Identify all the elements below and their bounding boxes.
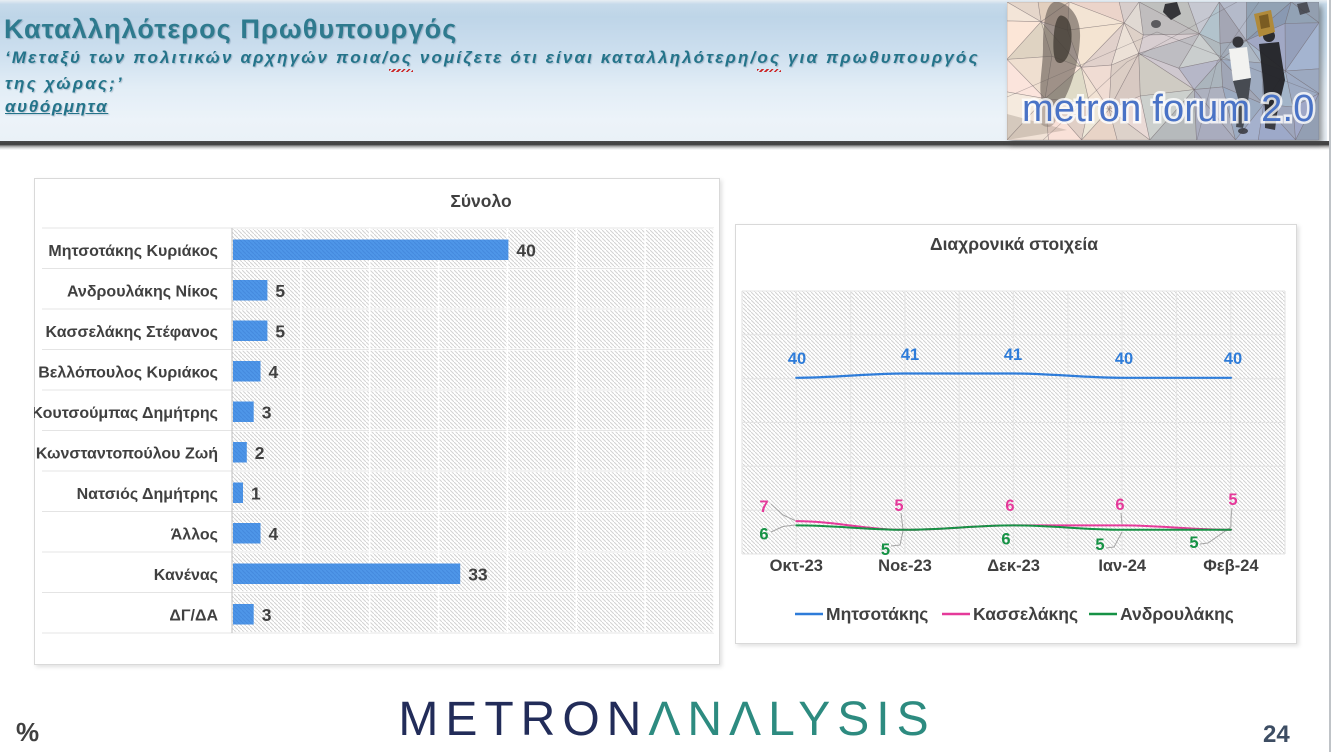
svg-text:5: 5 bbox=[1228, 491, 1237, 509]
svg-text:6: 6 bbox=[1001, 531, 1010, 549]
svg-text:Κασσελάκης: Κασσελάκης bbox=[973, 604, 1078, 624]
svg-text:Ανδρουλάκης: Ανδρουλάκης bbox=[1120, 604, 1234, 624]
svg-text:41: 41 bbox=[901, 346, 919, 364]
svg-text:4: 4 bbox=[269, 524, 279, 544]
svg-text:4: 4 bbox=[269, 362, 279, 382]
svg-text:5: 5 bbox=[275, 281, 285, 301]
svg-text:Βελλόπουλος Κυριάκος: Βελλόπουλος Κυριάκος bbox=[38, 364, 218, 381]
svg-text:6: 6 bbox=[759, 526, 768, 544]
svg-text:Σύνολο: Σύνολο bbox=[450, 191, 511, 211]
svg-text:3: 3 bbox=[262, 605, 272, 625]
svg-text:3: 3 bbox=[262, 402, 272, 422]
svg-text:Δεκ-23: Δεκ-23 bbox=[987, 557, 1040, 575]
svg-text:Μητσοτάκης: Μητσοτάκης bbox=[826, 604, 928, 624]
svg-text:Ανδρουλάκης Νίκος: Ανδρουλάκης Νίκος bbox=[67, 283, 218, 300]
svg-text:Νοε-23: Νοε-23 bbox=[878, 557, 932, 575]
svg-text:5: 5 bbox=[894, 497, 903, 515]
svg-text:40: 40 bbox=[788, 350, 806, 368]
svg-text:Κανένας: Κανένας bbox=[154, 567, 218, 584]
svg-text:Ιαν-24: Ιαν-24 bbox=[1098, 557, 1147, 575]
svg-text:5: 5 bbox=[1189, 534, 1198, 552]
svg-text:Φεβ-24: Φεβ-24 bbox=[1203, 557, 1259, 575]
svg-text:40: 40 bbox=[516, 240, 536, 260]
svg-text:6: 6 bbox=[1115, 496, 1124, 514]
svg-text:Άλλος: Άλλος bbox=[171, 526, 218, 543]
svg-text:40: 40 bbox=[1224, 350, 1242, 368]
svg-text:1: 1 bbox=[251, 483, 261, 503]
svg-text:Νατσιός Δημήτρης: Νατσιός Δημήτρης bbox=[77, 486, 218, 503]
svg-text:2: 2 bbox=[255, 443, 265, 463]
svg-text:metron forum 2.0: metron forum 2.0 bbox=[1022, 88, 1315, 130]
svg-text:Μητσοτάκης Κυριάκος: Μητσοτάκης Κυριάκος bbox=[48, 243, 218, 260]
svg-text:6: 6 bbox=[1005, 497, 1014, 515]
svg-text:Κουτσούμπας Δημήτρης: Κουτσούμπας Δημήτρης bbox=[34, 405, 218, 422]
svg-text:33: 33 bbox=[468, 564, 488, 584]
svg-text:5: 5 bbox=[275, 321, 285, 341]
svg-text:Οκτ-23: Οκτ-23 bbox=[770, 557, 823, 575]
svg-text:7: 7 bbox=[759, 498, 768, 516]
svg-text:5: 5 bbox=[1095, 536, 1104, 554]
svg-text:41: 41 bbox=[1004, 346, 1022, 364]
svg-text:Κωνσταντοπούλου Ζωή: Κωνσταντοπούλου Ζωή bbox=[36, 445, 218, 462]
svg-text:Διαχρονικά στοιχεία: Διαχρονικά στοιχεία bbox=[930, 234, 1098, 254]
svg-text:40: 40 bbox=[1115, 350, 1133, 368]
svg-text:5: 5 bbox=[881, 541, 890, 559]
svg-text:Κασσελάκης Στέφανος: Κασσελάκης Στέφανος bbox=[46, 324, 218, 341]
svg-text:ΔΓ/ΔΑ: ΔΓ/ΔΑ bbox=[169, 607, 218, 624]
